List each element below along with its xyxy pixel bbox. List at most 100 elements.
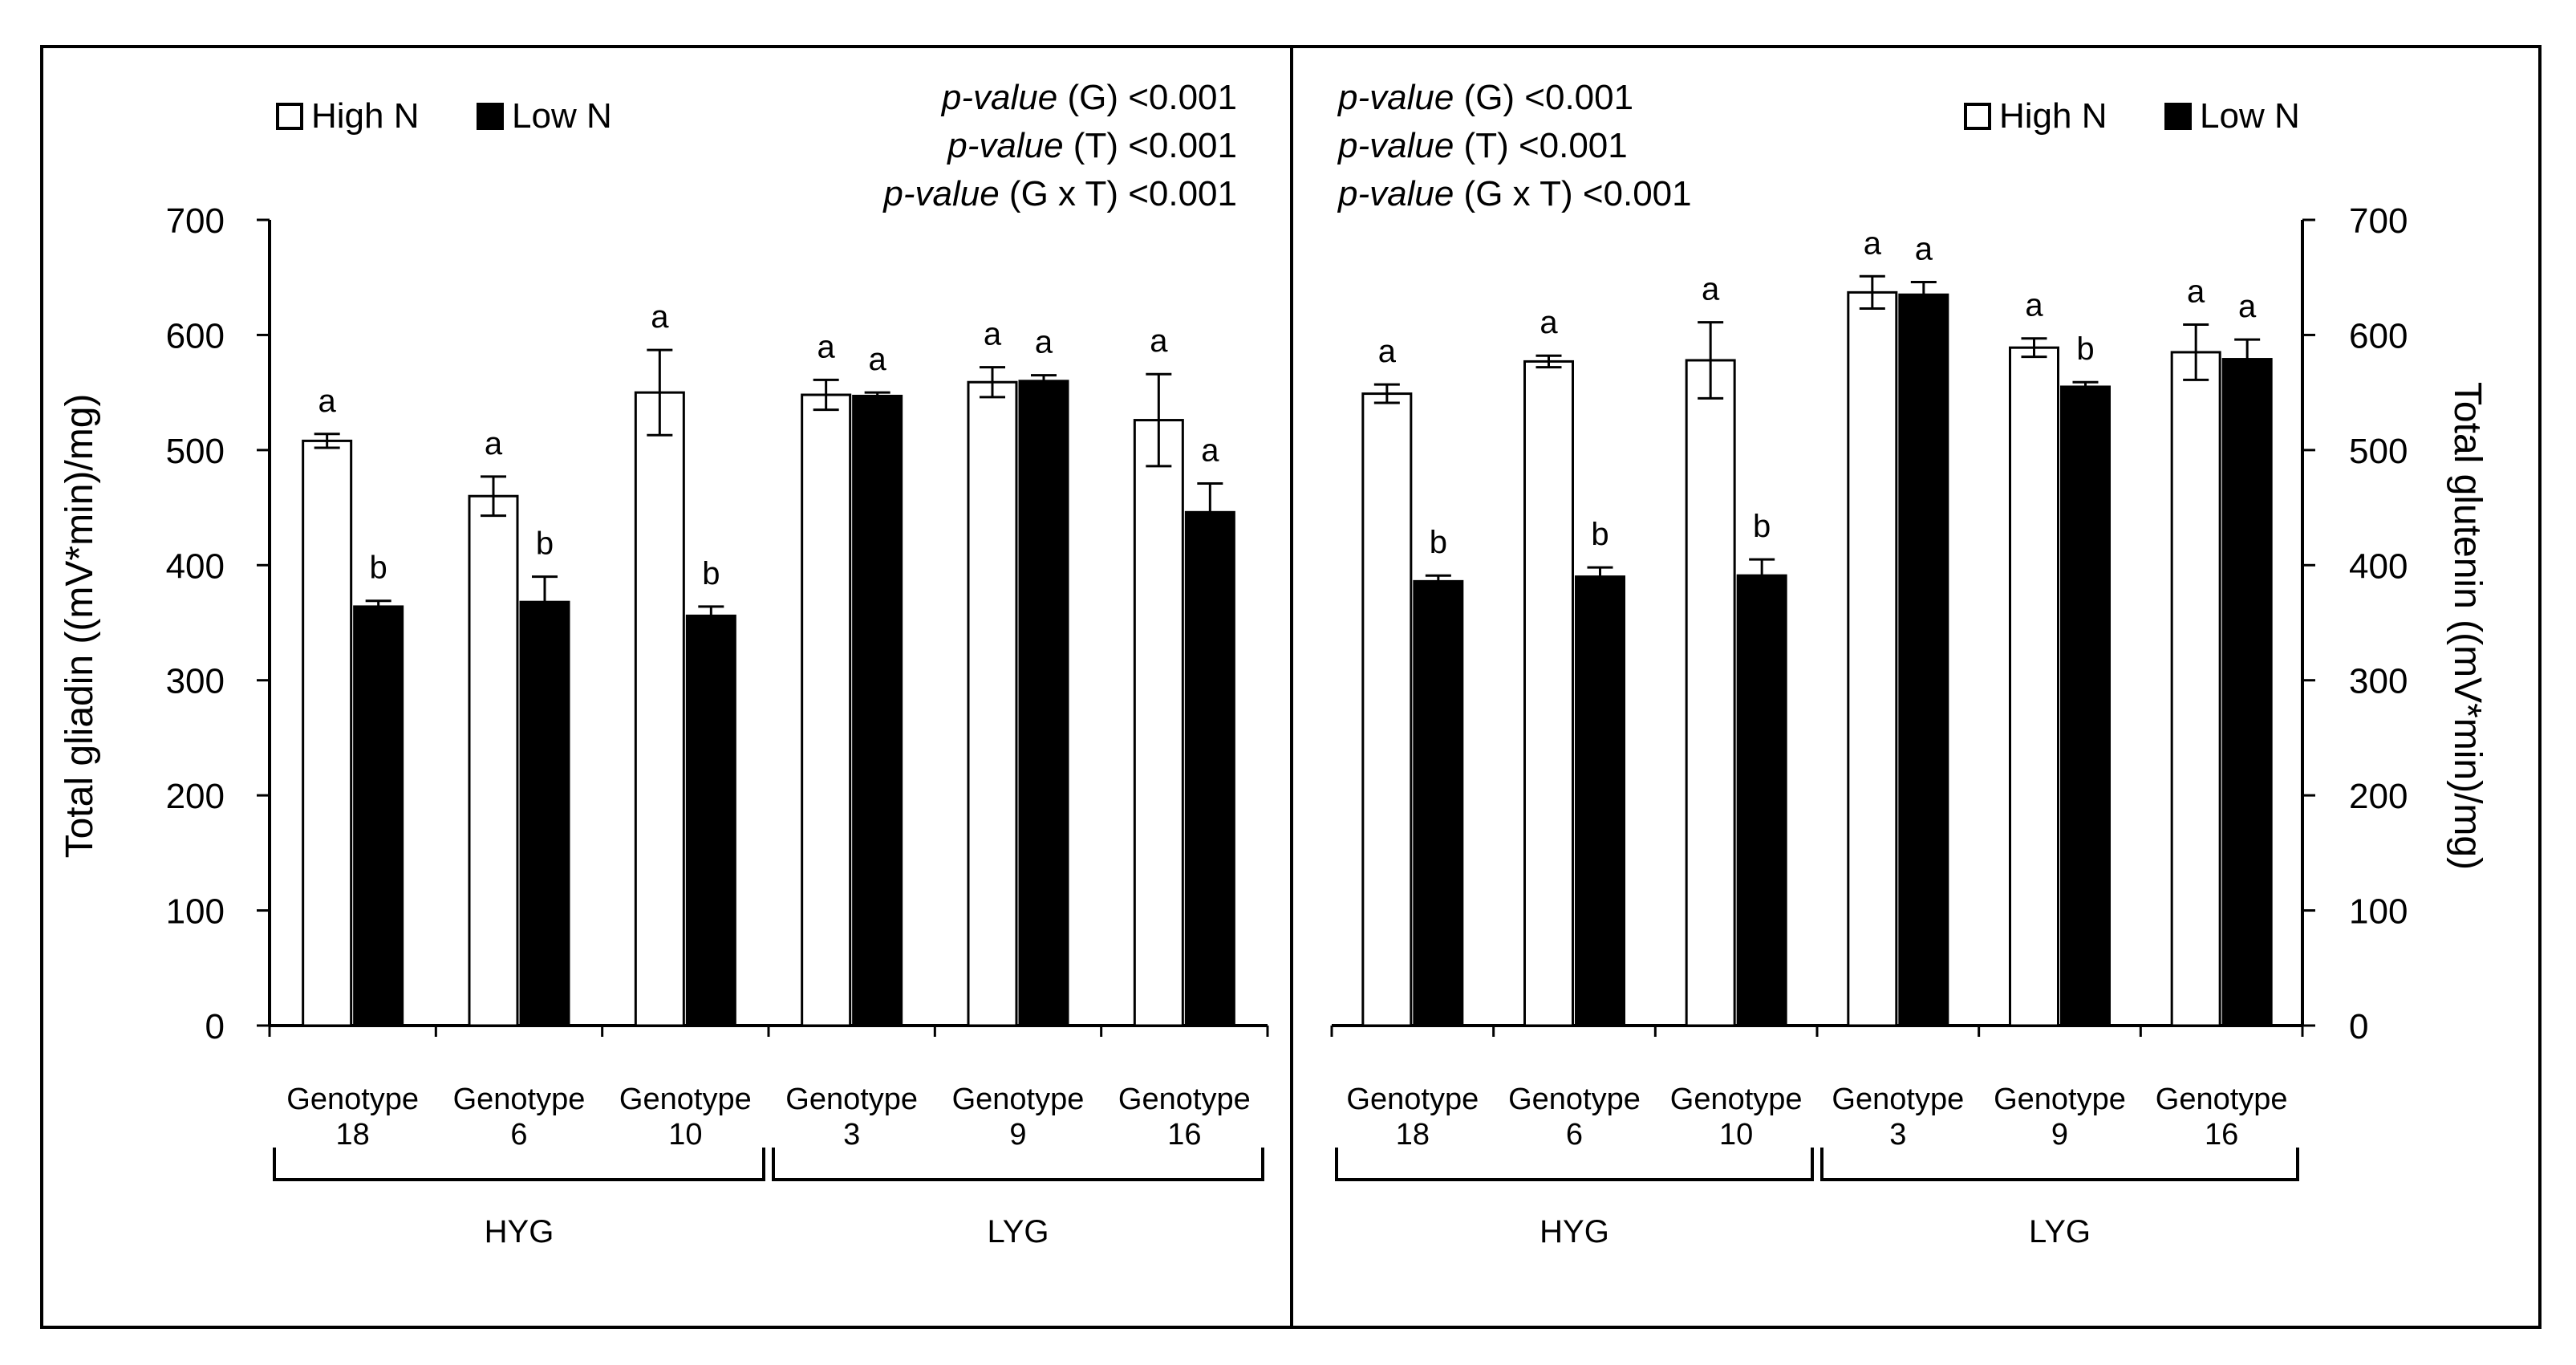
left-bar-high — [801, 393, 852, 1027]
right-category-number: 16 — [2205, 1118, 2238, 1152]
left-y-tick-label: 200 — [166, 777, 225, 816]
right-group-label: HYG — [1540, 1214, 1609, 1249]
left-bar-high — [967, 380, 1018, 1027]
left-bar-low — [519, 600, 570, 1027]
right-category-label: Genotype — [1994, 1083, 2126, 1116]
left-category-number: 10 — [668, 1118, 702, 1152]
left-category-number: 18 — [336, 1118, 370, 1152]
right-y-tick-label: 500 — [2349, 432, 2408, 471]
left-category-label: Genotype — [952, 1083, 1085, 1116]
right-bar-low — [1736, 574, 1787, 1027]
p-value-text: (G x T) <0.001 — [1454, 174, 1691, 213]
right-significance-letter: a — [1540, 305, 1558, 340]
right-y-axis-title: Total glutenin ((mV*min)/mg) — [2446, 382, 2489, 870]
left-significance-letter: a — [485, 426, 503, 461]
right-significance-letter: a — [2238, 289, 2257, 324]
right-category-label: Genotype — [1832, 1083, 1964, 1116]
left-category-label: Genotype — [286, 1083, 419, 1116]
right-y-tick-label: 100 — [2349, 892, 2408, 932]
right-significance-letter: a — [1864, 225, 1882, 261]
right-y-tick-label: 200 — [2349, 777, 2408, 816]
left-significance-letter: a — [318, 384, 337, 419]
left-significance-letter: b — [702, 556, 720, 591]
left-group-bracket — [273, 1148, 765, 1181]
left-significance-letter: a — [1201, 433, 1219, 468]
left-p-value: p-value (G x T) <0.001 — [882, 174, 1237, 213]
right-category-number: 9 — [2051, 1118, 2068, 1152]
right-category-label: Genotype — [1508, 1083, 1641, 1116]
left-bar-high — [634, 391, 685, 1027]
right-p-value: p-value (G x T) <0.001 — [1337, 174, 1692, 213]
p-value-text: (T) <0.001 — [1064, 126, 1237, 165]
left-category-label: Genotype — [1118, 1083, 1251, 1116]
right-bar-high — [2009, 346, 2059, 1027]
p-value-text: (G x T) <0.001 — [1000, 174, 1237, 213]
left-y-tick-label: 0 — [205, 1007, 225, 1046]
left-category-label: Genotype — [619, 1083, 752, 1116]
left-bar-high — [302, 439, 353, 1027]
left-category-label: Genotype — [453, 1083, 586, 1116]
left-p-value: p-value (T) <0.001 — [946, 126, 1237, 165]
left-bar-high — [468, 494, 519, 1027]
left-legend-swatch-low — [477, 103, 504, 130]
right-y-tick-label: 300 — [2349, 662, 2408, 701]
p-value-text: (G) <0.001 — [1454, 78, 1633, 117]
right-significance-letter: b — [1753, 509, 1771, 544]
right-significance-letter: a — [1915, 231, 1933, 266]
left-significance-letter: a — [1150, 323, 1168, 359]
right-significance-letter: a — [2187, 274, 2205, 310]
p-value-text: (T) <0.001 — [1454, 126, 1627, 165]
left-group-label: HYG — [485, 1214, 554, 1249]
right-bar-low — [2060, 385, 2111, 1027]
left-y-tick-label: 300 — [166, 662, 225, 701]
left-legend-label-high: High N — [311, 96, 420, 136]
right-significance-letter: a — [1378, 334, 1397, 369]
right-category-label: Genotype — [1670, 1083, 1803, 1116]
p-value-label: p-value — [940, 78, 1057, 117]
right-group-bracket — [1820, 1148, 2299, 1181]
right-group-bracket — [1335, 1148, 1814, 1181]
left-y-tick-label: 400 — [166, 546, 225, 586]
right-category-number: 18 — [1396, 1118, 1430, 1152]
left-significance-letter: b — [370, 550, 387, 586]
left-category-number: 3 — [843, 1118, 860, 1152]
right-category-label: Genotype — [2156, 1083, 2288, 1116]
left-bar-low — [852, 394, 903, 1027]
right-bar-high — [1523, 360, 1574, 1027]
right-bar-high — [2170, 351, 2221, 1027]
right-p-value: p-value (G) <0.001 — [1337, 78, 1633, 117]
right-significance-letter: b — [2076, 331, 2094, 367]
left-bar-low — [1184, 510, 1235, 1027]
right-y-tick-label: 600 — [2349, 316, 2408, 355]
left-significance-letter: b — [536, 526, 554, 562]
right-group-label: LYG — [2029, 1214, 2091, 1249]
right-legend-label-high: High N — [1999, 96, 2107, 136]
right-bar-low — [1413, 579, 1464, 1027]
right-chart: 0 100 200 300 400 500 600 700 Total glutenin ((m… — [1330, 78, 2489, 1249]
right-y-tick-label: 0 — [2349, 1007, 2368, 1046]
left-category-number: 16 — [1167, 1118, 1201, 1152]
left-group-label: LYG — [987, 1214, 1049, 1249]
left-y-tick-label: 600 — [166, 316, 225, 355]
left-bar-low — [1018, 380, 1069, 1027]
left-significance-letter: a — [869, 342, 887, 377]
left-significance-letter: a — [1035, 325, 1053, 360]
left-bar-low — [685, 614, 736, 1027]
left-y-axis-title: Total gliadin ((mV*min)/mg) — [59, 394, 101, 859]
p-value-label: p-value — [1337, 78, 1454, 117]
left-category-number: 9 — [1009, 1118, 1026, 1152]
left-y-tick-label: 500 — [166, 432, 225, 471]
right-panel-frame — [1290, 45, 2542, 1329]
p-value-label: p-value — [1337, 126, 1454, 165]
right-y-tick-label: 700 — [2349, 201, 2408, 241]
right-category-number: 3 — [1889, 1118, 1906, 1152]
right-bar-high — [1361, 392, 1413, 1027]
left-chart: 0 100 200 300 400 500 600 700 Total gliadin ((mV… — [59, 78, 1269, 1249]
right-legend-label-low: Low N — [2200, 96, 2300, 136]
left-significance-letter: a — [817, 329, 836, 364]
right-bar-low — [1898, 293, 1949, 1027]
right-significance-letter: b — [1430, 525, 1447, 560]
right-significance-letter: a — [2025, 288, 2043, 323]
right-legend-swatch-low — [2164, 103, 2192, 130]
